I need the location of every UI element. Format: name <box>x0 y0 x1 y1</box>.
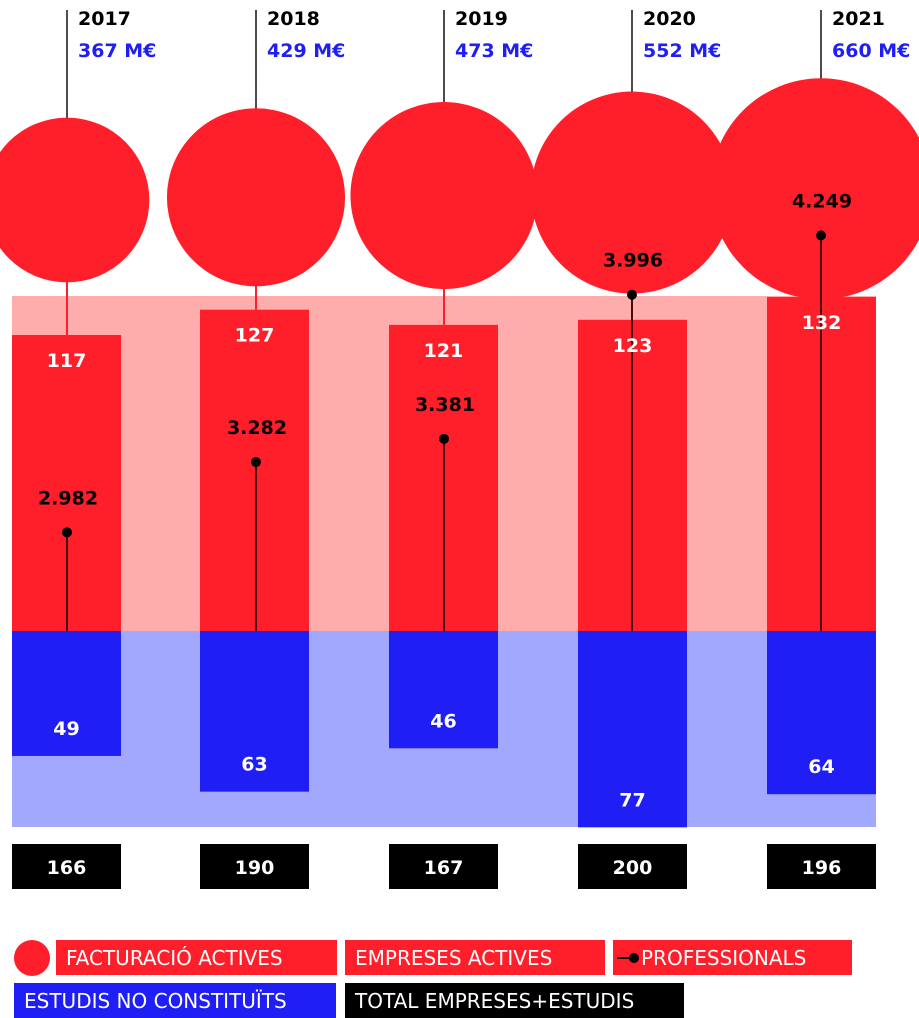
companies-label-2021: 132 <box>802 312 842 334</box>
companies-label-2018: 127 <box>235 325 275 347</box>
total-label-2017: 166 <box>47 857 87 879</box>
year-label-2019: 2019 <box>455 8 508 30</box>
companies-label-2017: 117 <box>47 350 87 372</box>
companies-label-2020: 123 <box>613 335 653 357</box>
total-label-2018: 190 <box>235 857 275 879</box>
studios-label-2021: 64 <box>808 756 834 778</box>
professionals-dot-2020 <box>627 289 637 300</box>
year-label-2020: 2020 <box>643 8 696 30</box>
revenue-circle-2017 <box>0 117 150 283</box>
total-box-2019 <box>389 844 498 889</box>
revenue-circle-2019 <box>350 102 538 290</box>
professionals-label-2018: 3.282 <box>227 417 287 439</box>
revenue-circle-2021 <box>710 78 919 300</box>
total-box-2020 <box>578 844 687 889</box>
professionals-dot-2017 <box>62 527 72 538</box>
professionals-label-2019: 3.381 <box>415 394 475 416</box>
studios-bar-2020 <box>578 631 687 828</box>
year-label-2018: 2018 <box>267 8 320 30</box>
total-box-2018 <box>200 844 309 889</box>
revenue-label-2020: 552 M€ <box>643 40 721 62</box>
companies-bar-2018 <box>200 309 309 631</box>
studios-bar-2017 <box>12 631 121 756</box>
year-label-2021: 2021 <box>832 8 885 30</box>
total-label-2019: 167 <box>424 857 464 879</box>
professionals-dot-2019 <box>439 433 449 444</box>
studios-label-2017: 49 <box>53 718 79 740</box>
professionals-dot-2021 <box>816 230 826 241</box>
revenue-circle-2018 <box>166 108 346 287</box>
studios-label-2020: 77 <box>619 789 645 811</box>
total-box-2021 <box>767 844 876 889</box>
professionals-label-2020: 3.996 <box>603 250 663 272</box>
professionals-label-2017: 2.982 <box>38 487 98 509</box>
studios-bar-2018 <box>200 631 309 792</box>
total-label-2021: 196 <box>802 857 842 879</box>
companies-label-2019: 121 <box>424 340 464 362</box>
revenue-label-2018: 429 M€ <box>267 40 345 62</box>
revenue-label-2021: 660 M€ <box>832 40 910 62</box>
revenue-circle-2020 <box>530 91 734 294</box>
professionals-label-2021: 4.249 <box>792 190 852 212</box>
studios-bar-2019 <box>389 631 498 749</box>
revenue-label-2019: 473 M€ <box>455 40 533 62</box>
total-box-2017 <box>12 844 121 889</box>
revenue-label-2017: 367 M€ <box>78 40 156 62</box>
professionals-dot-2018 <box>251 457 261 468</box>
studios-label-2019: 46 <box>430 710 456 732</box>
studios-label-2018: 63 <box>241 754 267 776</box>
year-label-2017: 2017 <box>78 8 131 30</box>
studios-bar-2021 <box>767 631 876 795</box>
total-label-2020: 200 <box>613 857 653 879</box>
